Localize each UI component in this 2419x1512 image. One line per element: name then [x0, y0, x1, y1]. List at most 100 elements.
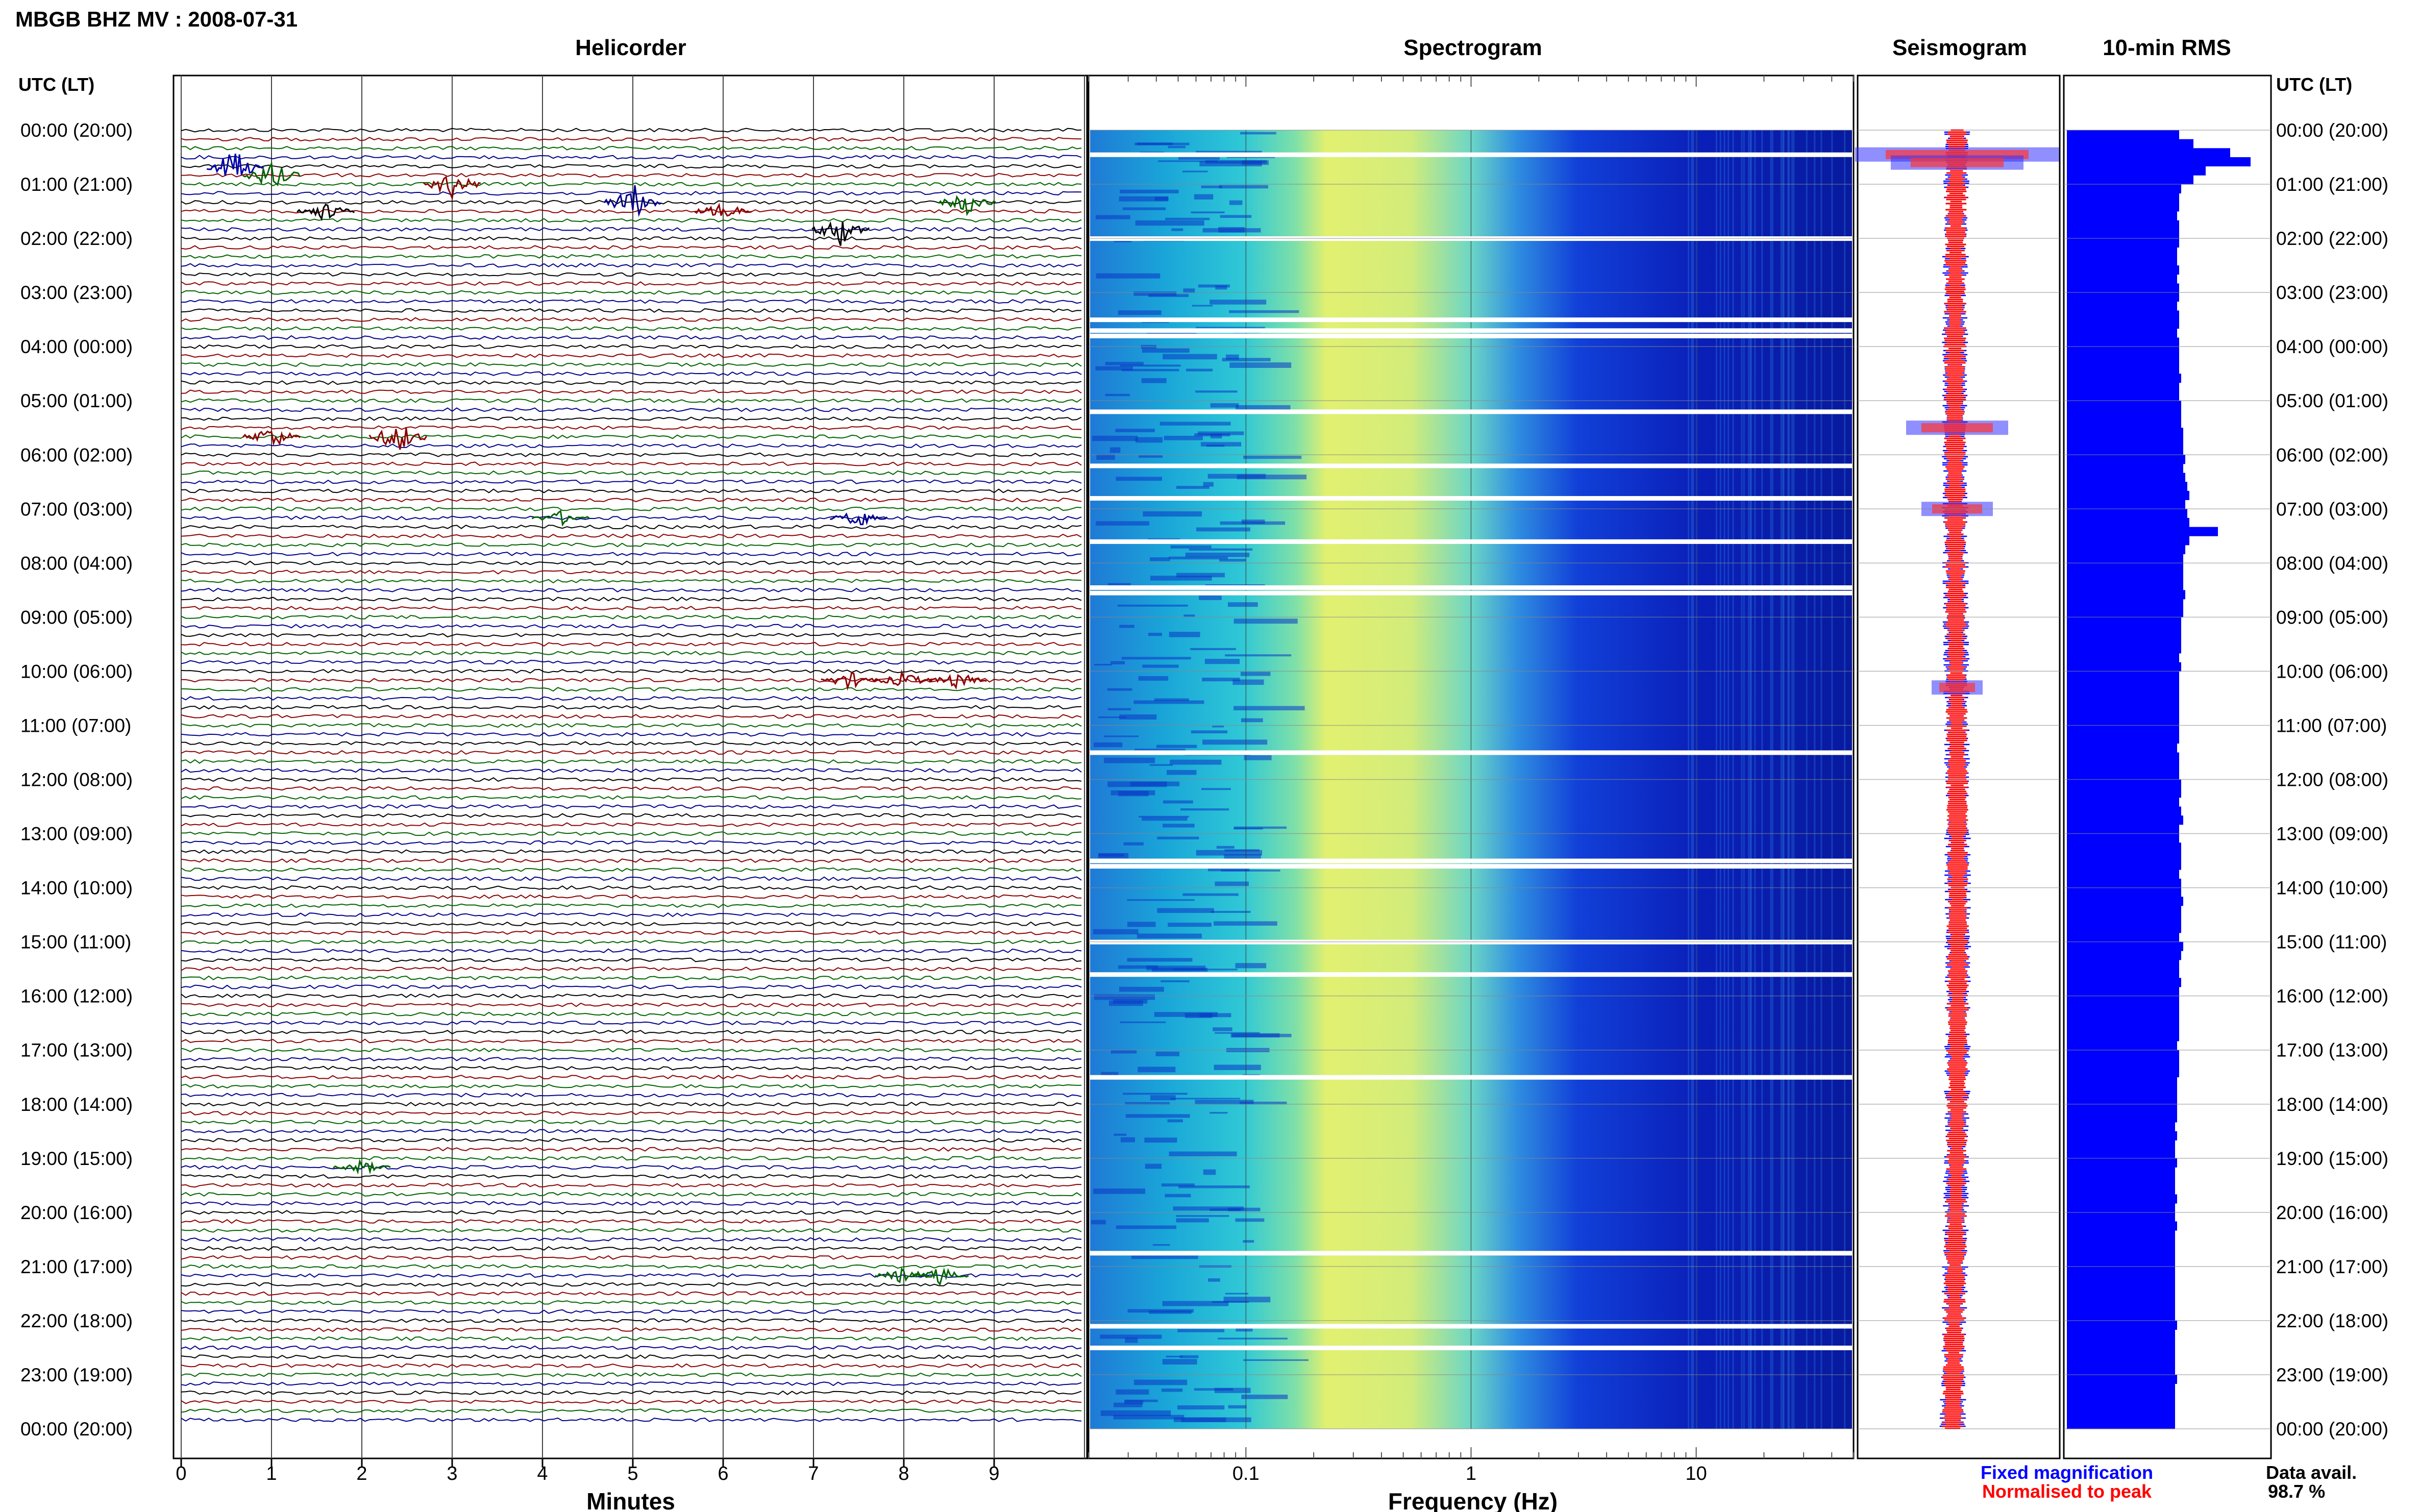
spectrogram-streak: [1168, 923, 1212, 927]
spectrogram-streak: [1202, 228, 1261, 233]
legend-normalised-to-peak: Normalised to peak: [1982, 1481, 2152, 1502]
spectrogram-streak: [1208, 1278, 1220, 1282]
spectrogram-streak: [1162, 1301, 1229, 1306]
helicorder-trace: [181, 1309, 1082, 1314]
rms-bar: [2067, 1374, 2177, 1384]
rms-bar: [2067, 1212, 2175, 1222]
time-label-right: 09:00 (05:00): [2276, 607, 2388, 628]
rms-bar: [2067, 1302, 2175, 1312]
spectrogram-streak: [1179, 1355, 1199, 1358]
time-label-left: 18:00 (14:00): [20, 1094, 133, 1115]
spectrogram-streak: [1164, 435, 1203, 440]
helicorder-event: [694, 203, 752, 217]
helicorder-trace: [181, 876, 1082, 881]
rms-bar: [2067, 897, 2183, 906]
seismogram-event-normalised: [1939, 683, 1975, 692]
time-label-left: 11:00 (07:00): [20, 715, 131, 736]
helicorder-trace: [181, 1137, 1082, 1143]
spectrogram-streak: [1143, 511, 1202, 517]
helicorder-trace: [181, 1011, 1082, 1017]
spectrogram-streak: [1145, 1163, 1162, 1169]
rms-bar: [2067, 743, 2177, 753]
time-label-right: 00:00 (20:00): [2276, 120, 2388, 141]
spectrogram-streak: [1184, 1013, 1213, 1019]
helicorder-trace: [181, 560, 1082, 565]
spectrogram-streak: [1121, 657, 1191, 660]
helicorder-trace: [181, 777, 1082, 782]
helicorder-trace: [181, 407, 1082, 412]
spectrogram-streak: [1125, 1337, 1138, 1343]
rms-bar: [2067, 346, 2179, 356]
helicorder-trace: [181, 326, 1082, 331]
rms-bar: [2067, 951, 2181, 960]
rms-bar: [2067, 1366, 2175, 1375]
time-label-left: 19:00 (15:00): [20, 1148, 133, 1169]
rms-bar: [2067, 1356, 2175, 1366]
helicorder-trace: [181, 1029, 1082, 1034]
helicorder-event: [297, 203, 355, 221]
helicorder-event: [937, 195, 996, 216]
spectrogram-streak: [1194, 1388, 1233, 1391]
rms-title: 10-min RMS: [2103, 35, 2231, 60]
spectrogram-streak: [1150, 576, 1212, 581]
time-labels-right: 00:00 (20:00) 01:00 (21:00) 02:00 (22:00) 0…: [2276, 120, 2388, 1440]
helicorder-trace: [181, 236, 1082, 241]
rms-bar: [2067, 148, 2230, 158]
spectrogram-streak: [1189, 548, 1253, 551]
rms-bar: [2067, 428, 2183, 437]
spectrogram-streak: [1199, 161, 1262, 166]
spectrogram-streak: [1165, 1194, 1191, 1198]
time-label-left: 14:00 (10:00): [20, 878, 133, 899]
helicorder-trace: [181, 155, 1082, 160]
spectrogram-streak: [1196, 850, 1263, 856]
time-label-left: 17:00 (13:00): [20, 1040, 133, 1061]
seismogram-title: Seismogram: [1892, 35, 2027, 60]
helicorder-trace: [181, 822, 1082, 827]
helicorder-trace: [181, 1156, 1082, 1161]
helicorder-trace: [181, 732, 1082, 737]
spectrogram-streak: [1163, 354, 1217, 360]
spectrogram-gap: [1090, 463, 1852, 468]
spectrogram-streak: [1225, 1293, 1249, 1295]
spectrogram-streak: [1211, 911, 1251, 913]
helicorder-trace: [181, 614, 1082, 619]
rms-bar: [2067, 238, 2179, 248]
helicorder-trace: [181, 1164, 1082, 1170]
spectrogram-streak: [1210, 403, 1239, 408]
helicorder-trace: [181, 335, 1082, 340]
spectrogram-streak: [1228, 1405, 1247, 1409]
spectrogram-streak: [1167, 770, 1197, 775]
helicorder-trace: [181, 1408, 1082, 1414]
spectrogram-gap: [1090, 585, 1852, 590]
spectrogram-streak: [1110, 1050, 1137, 1054]
spectrogram-streak: [1141, 378, 1167, 383]
spectrogram-streak: [1157, 160, 1218, 162]
rms-bar: [2067, 1032, 2179, 1042]
spectrogram-streak: [1107, 781, 1167, 787]
spectrogram-streak: [1157, 908, 1214, 913]
spectrogram-streak: [1213, 1027, 1232, 1031]
spectrogram-streak: [1203, 1169, 1216, 1175]
rms-bar: [2067, 409, 2181, 419]
spectrogram-gap: [1090, 539, 1852, 544]
spectrogram-streak: [1166, 1355, 1183, 1358]
helicorder-trace: [181, 145, 1082, 151]
spectrogram-streak: [1092, 435, 1138, 441]
rms-bar: [2067, 581, 2183, 590]
spectrogram-streak: [1093, 929, 1139, 935]
time-label-right: 03:00 (23:00): [2276, 282, 2388, 303]
spectrogram-streak: [1186, 368, 1213, 371]
seismogram-panel: [1855, 75, 2061, 1459]
spectrogram-streak: [1244, 755, 1272, 760]
time-label-right: 04:00 (00:00): [2276, 336, 2388, 357]
spectrogram-streak: [1135, 437, 1163, 443]
helicorder-trace: [181, 939, 1082, 945]
helicorder-trace: [181, 1345, 1082, 1350]
rms-bar: [2067, 1393, 2175, 1402]
spectrogram-streak: [1127, 1309, 1194, 1313]
rms-bar: [2067, 166, 2206, 176]
helicorder-event: [911, 1268, 969, 1286]
helicorder-trace: [181, 921, 1082, 926]
rms-bar: [2067, 572, 2183, 582]
spectrogram-streak: [1236, 405, 1291, 411]
